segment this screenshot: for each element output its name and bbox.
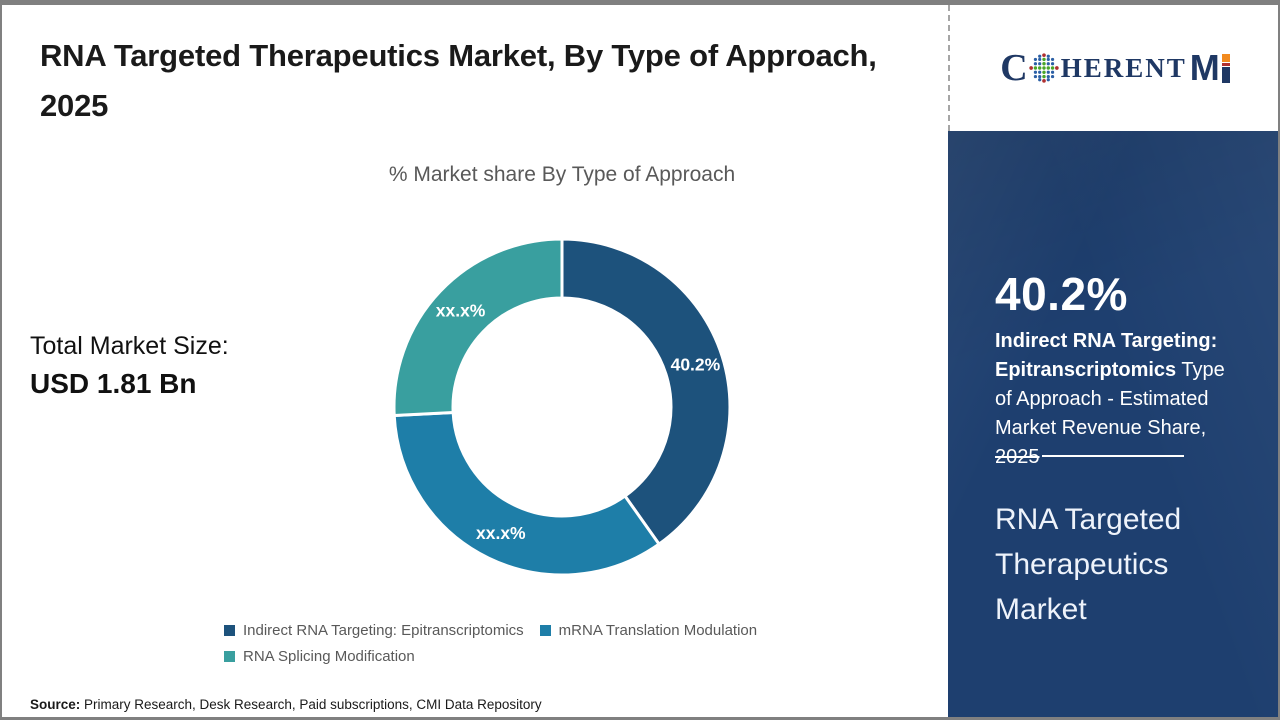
source-line: Source: Primary Research, Desk Research,…: [30, 697, 542, 712]
total-market-size-block: Total Market Size: USD 1.81 Bn: [30, 327, 229, 403]
coherentmi-logo: C HERENT M: [1000, 47, 1230, 89]
slice-label-2: xx.x%: [476, 523, 526, 543]
legend-swatch-icon: [224, 625, 235, 636]
source-text: Primary Research, Desk Research, Paid su…: [80, 697, 542, 712]
highlight-description: Indirect RNA Targeting: Epitranscriptomi…: [995, 327, 1245, 472]
logo-letters-herent: HERENT: [1060, 52, 1187, 83]
chart-subtitle: % Market share By Type of Approach: [388, 163, 736, 186]
year-rule-line: [1041, 455, 1184, 457]
logo-i-mark: [1221, 53, 1230, 83]
logo-letter-c: C: [1000, 47, 1028, 89]
legend-item-2: mRNA Translation Modulation: [539, 622, 758, 639]
legend-label: mRNA Translation Modulation: [558, 622, 758, 639]
total-market-size-value: USD 1.81 Bn: [30, 368, 197, 399]
highlight-description-rest: Type of Approach - Estimated Market Reve…: [995, 359, 1225, 439]
highlight-year: 2025: [995, 446, 1040, 468]
legend-swatch-icon: [539, 625, 551, 636]
donut-segment-2: [392, 410, 661, 577]
legend-item-1: Indirect RNA Targeting: Epitranscriptomi…: [224, 622, 524, 639]
page-title: RNA Targeted Therapeutics Market, By Typ…: [40, 38, 877, 123]
donut-segment-1: [560, 237, 732, 546]
legend-item-3: RNA Splicing Modification: [224, 648, 415, 665]
chart-legend: Indirect RNA Targeting: Epitranscriptomi…: [224, 622, 844, 665]
legend-label: RNA Splicing Modification: [243, 648, 415, 665]
highlight-description-bold: Indirect RNA Targeting: Epitranscriptomi…: [995, 330, 1218, 381]
logo-area: C HERENT M: [948, 5, 1278, 131]
sidebar: 40.2% Indirect RNA Targeting: Epitranscr…: [948, 131, 1278, 717]
report-title: RNA Targeted Therapeutics Market: [995, 503, 1182, 626]
highlight-share-value: 40.2%: [995, 268, 1128, 320]
donut-chart: 40.2% xx.x% xx.x%: [392, 237, 732, 577]
source-label: Source:: [30, 697, 81, 712]
donut-chart-svg: 40.2% xx.x% xx.x%: [392, 237, 732, 577]
slice-label-3: xx.x%: [436, 301, 486, 321]
total-market-size-label: Total Market Size:: [30, 332, 229, 360]
legend-swatch-icon: [224, 651, 235, 662]
dotted-globe-icon: [1029, 53, 1059, 83]
donut-segment-3: [392, 237, 564, 417]
legend-label: Indirect RNA Targeting: Epitranscriptomi…: [243, 622, 524, 639]
slice-label-1: 40.2%: [671, 355, 721, 375]
logo-letter-m: M: [1189, 47, 1220, 88]
